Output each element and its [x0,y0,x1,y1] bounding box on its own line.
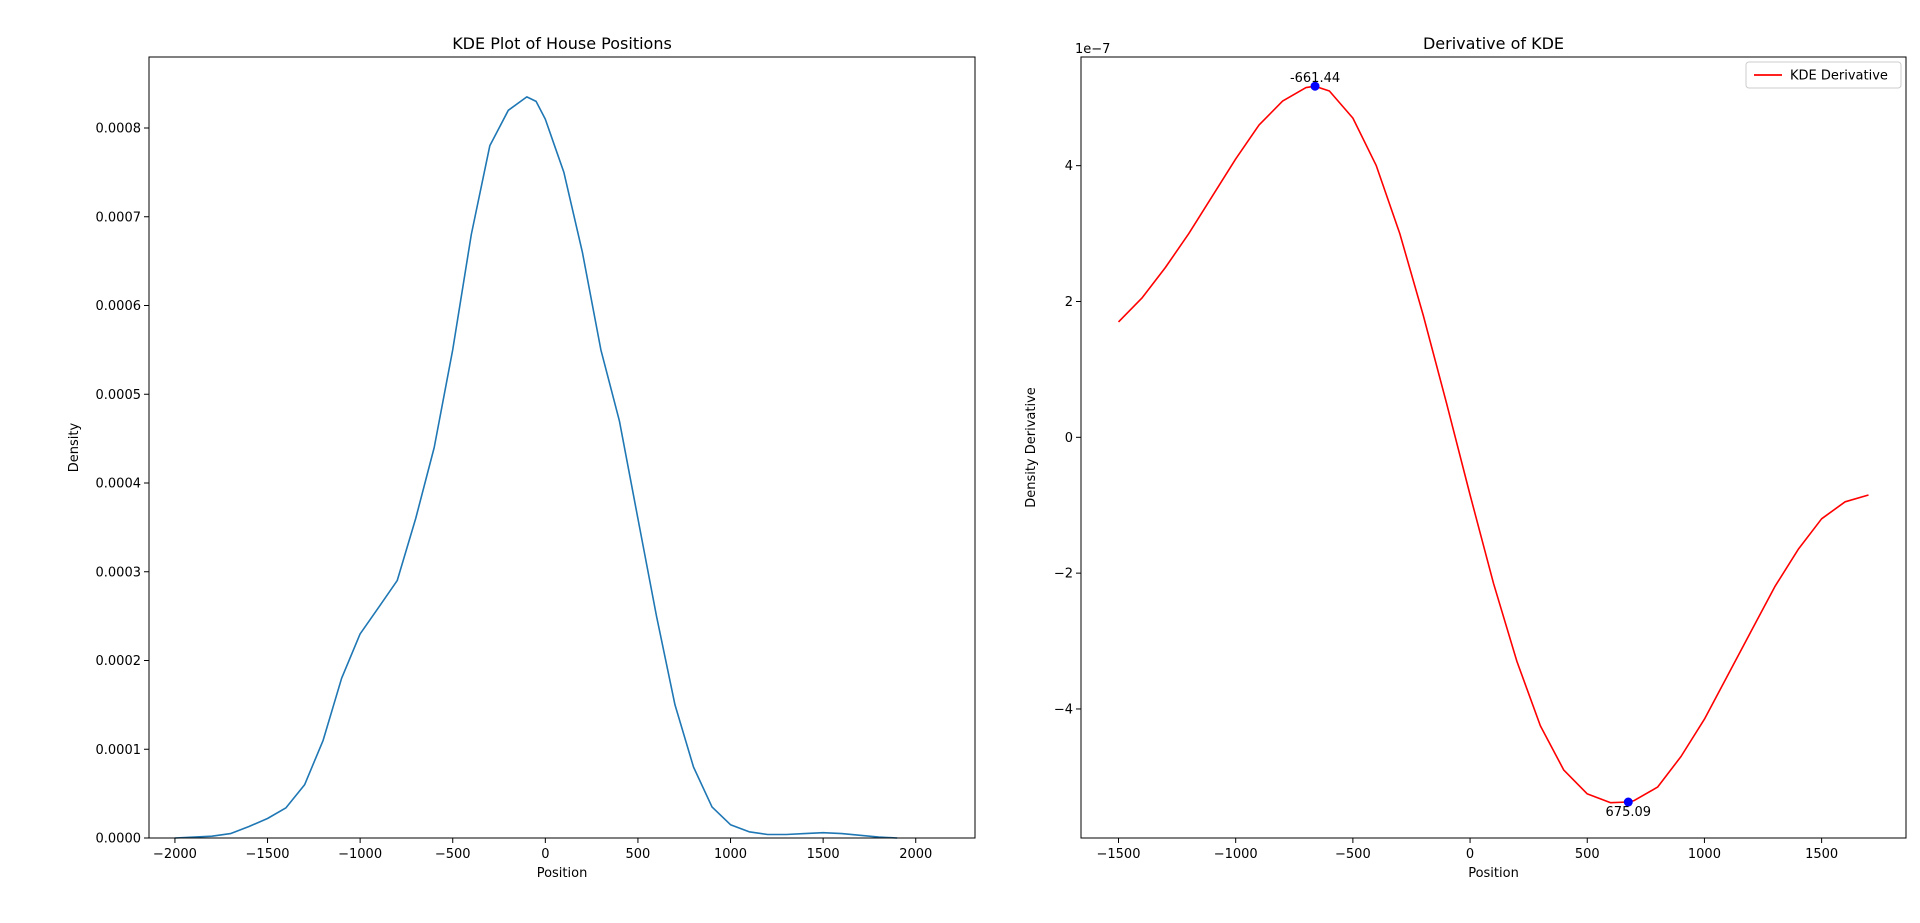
y-axis-label: Density Derivative [1024,387,1039,508]
y-tick-label: 0.0005 [96,388,142,403]
y-tick-label: 0.0008 [96,122,142,137]
extremum-marker [1623,797,1633,807]
y-axis-multiplier: 1e−7 [1075,42,1110,57]
derivative-chart: -661.44 675.09 −1500 −1000 −500 0 500 1000 1500 −… [1024,34,1907,881]
legend-label: KDE Derivative [1790,69,1888,84]
kde-chart: −2000 −1500 −1000 −500 0 500 1000 1500 2000 0.000… [67,34,976,881]
y-axis-label: Density [67,422,82,472]
chart-title: Derivative of KDE [1423,34,1564,53]
x-tick-label: 500 [1575,847,1600,862]
x-tick-label: −2000 [153,847,197,862]
axes-frame [1080,56,1907,839]
x-tick-label: 0 [1466,847,1474,862]
x-tick-label: 2000 [899,847,932,862]
y-tick-label: 0 [1065,431,1073,446]
y-tick-label: 0.0004 [96,477,142,492]
x-tick-label: 1000 [1688,847,1721,862]
x-tick-label: −1500 [1097,847,1141,862]
y-tick-label: 4 [1065,159,1073,174]
axes-frame [148,56,976,839]
x-tick-label: −500 [1335,847,1371,862]
y-tick-label: 2 [1065,295,1073,310]
y-tick-label: −2 [1054,567,1073,582]
y-tick-label: 0.0002 [96,654,142,669]
y-tick-label: 0.0001 [96,743,142,758]
x-tick-label: 1500 [1805,847,1838,862]
chart-title: KDE Plot of House Positions [452,34,672,53]
x-tick-label: 0 [541,847,549,862]
extremum-label: 675.09 [1606,805,1652,820]
x-tick-label: −500 [435,847,471,862]
x-tick-label: 500 [626,847,651,862]
x-axis-label: Position [1468,866,1519,881]
y-tick-label: −4 [1054,702,1073,717]
y-tick-label: 0.0006 [96,299,142,314]
x-tick-label: −1000 [338,847,382,862]
series-line-kde [174,96,898,839]
legend-box [1745,61,1902,89]
y-tick-label: 0.0000 [96,832,142,847]
legend: KDE Derivative [1745,61,1902,89]
x-tick-label: 1500 [807,847,840,862]
extremum-marker [1310,81,1320,91]
x-tick-label: −1000 [1214,847,1258,862]
x-tick-label: 1000 [714,847,747,862]
y-tick-label: 0.0003 [96,565,142,580]
series-line-kde-derivative [1117,85,1869,804]
x-tick-label: −1500 [246,847,290,862]
x-axis-label: Position [537,866,588,881]
extremum-label: -661.44 [1290,71,1340,86]
y-tick-label: 0.0007 [96,210,142,225]
